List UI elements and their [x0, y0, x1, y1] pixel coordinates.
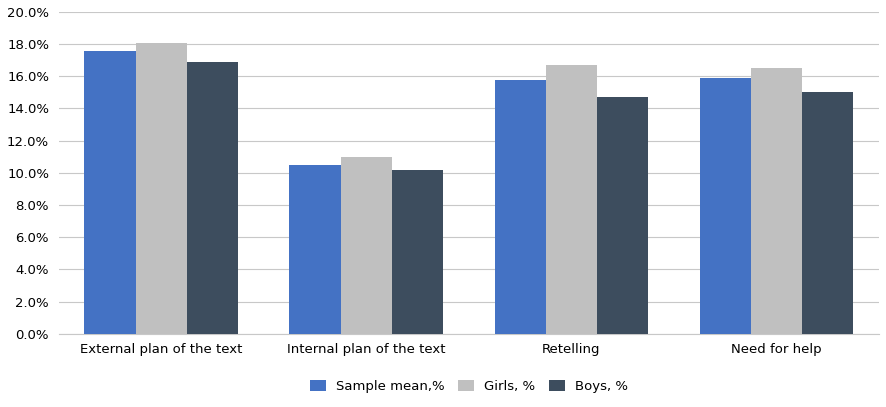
- Bar: [700, 78, 751, 334]
- Bar: [597, 97, 649, 334]
- Bar: [392, 170, 443, 334]
- Legend: Sample mean,%, Girls, %, Boys, %: Sample mean,%, Girls, %, Boys, %: [305, 374, 633, 398]
- Bar: [341, 157, 392, 334]
- Bar: [290, 165, 341, 334]
- Bar: [494, 79, 546, 334]
- Bar: [546, 65, 597, 334]
- Bar: [187, 62, 238, 334]
- Bar: [136, 42, 187, 334]
- Bar: [84, 50, 136, 334]
- Bar: [751, 68, 802, 334]
- Bar: [802, 92, 853, 334]
